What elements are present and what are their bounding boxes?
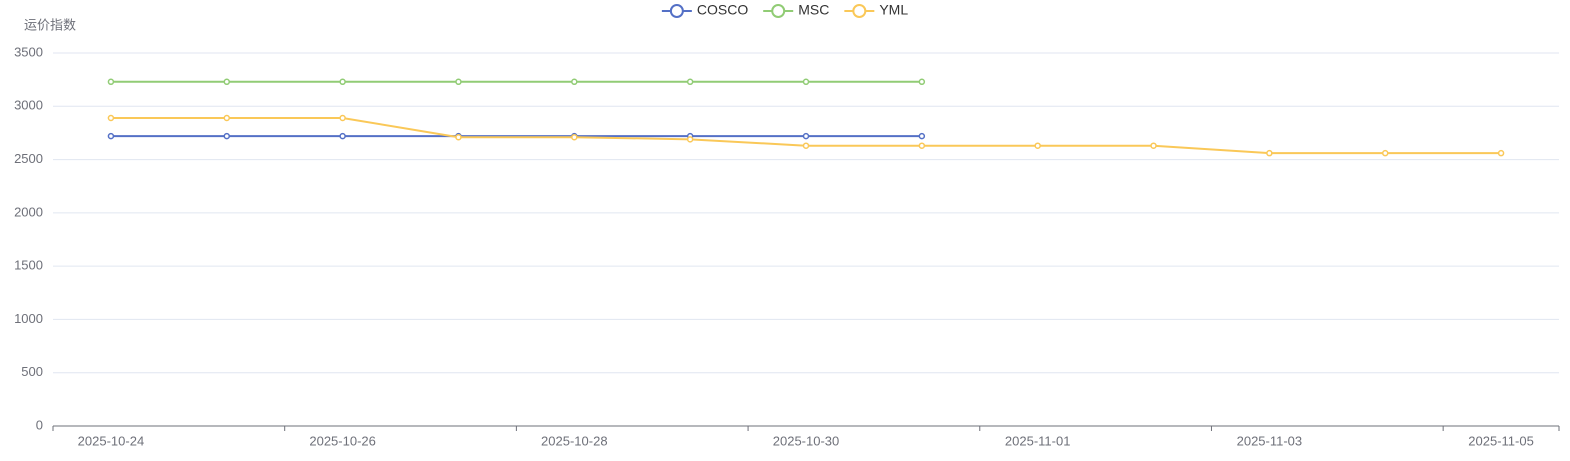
legend-label: YML [879, 2, 908, 18]
x-tick-label: 2025-10-24 [78, 433, 145, 448]
data-point [339, 78, 346, 86]
x-tick-label: 2025-11-01 [1005, 433, 1071, 448]
data-point [107, 132, 115, 140]
y-tick-label: 0 [36, 417, 43, 432]
data-point [107, 114, 115, 122]
data-point [455, 78, 462, 86]
data-point [223, 78, 231, 86]
legend-label: COSCO [697, 2, 748, 18]
data-point [339, 132, 346, 140]
data-point [223, 132, 231, 140]
y-tick-label: 2500 [14, 151, 43, 166]
x-tick-label: 2025-11-03 [1237, 433, 1303, 448]
x-tick-label: 2025-10-26 [309, 433, 376, 448]
legend-icon [669, 4, 684, 18]
data-point [918, 132, 926, 140]
data-point [1266, 149, 1273, 157]
legend-label: MSC [798, 2, 829, 18]
legend-icon [852, 4, 867, 18]
data-point [107, 78, 115, 86]
y-axis-label: 运价指数 [24, 17, 76, 32]
data-point [918, 78, 926, 86]
data-point [571, 78, 578, 86]
data-point [802, 132, 810, 140]
y-tick-label: 1500 [14, 258, 43, 273]
legend-item[interactable]: YML [844, 2, 908, 18]
y-tick-label: 500 [21, 364, 43, 379]
y-tick-label: 1000 [14, 311, 43, 326]
data-point [455, 133, 462, 141]
data-point [1381, 149, 1389, 157]
data-point [1034, 142, 1041, 149]
y-tick-label: 3000 [14, 98, 43, 113]
data-point [686, 136, 694, 143]
legend-item[interactable]: MSC [763, 2, 829, 18]
y-tick-label: 2000 [14, 204, 43, 219]
data-point [802, 142, 810, 149]
data-point [1150, 142, 1157, 149]
data-point [686, 78, 694, 86]
legend-icon [771, 4, 786, 18]
x-tick-label: 2025-10-28 [541, 433, 608, 448]
legend: COSCO MSC YML [661, 2, 908, 18]
data-point [223, 114, 231, 122]
y-tick-label: 3500 [14, 44, 43, 59]
legend-item[interactable]: COSCO [661, 2, 748, 18]
x-tick-label: 2025-11-05 [1468, 433, 1534, 448]
data-point [339, 114, 346, 122]
data-point [571, 133, 578, 141]
data-point [1497, 149, 1505, 157]
data-point [802, 78, 810, 86]
x-tick-label: 2025-10-30 [773, 433, 840, 448]
data-point [918, 142, 926, 149]
